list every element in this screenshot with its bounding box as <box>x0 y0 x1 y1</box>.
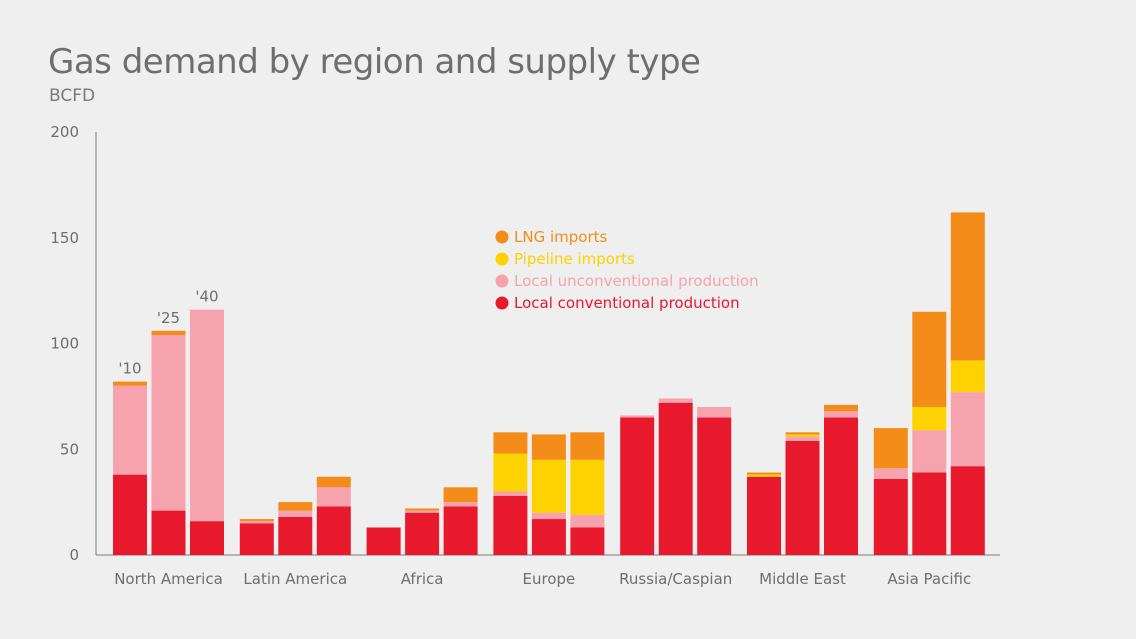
bar-segment <box>151 330 186 336</box>
bar-segment <box>443 487 478 503</box>
bar-segment <box>912 472 947 555</box>
category-label: Asia Pacific <box>887 570 971 588</box>
bar-segment <box>113 385 147 475</box>
bar-segment <box>531 512 566 520</box>
bar-segment <box>531 459 566 513</box>
chart-subtitle: BCFD <box>49 86 96 106</box>
bar-segment <box>493 432 528 454</box>
bar-segment <box>316 487 351 507</box>
bar-segment <box>151 335 186 511</box>
bar-segment <box>570 514 605 528</box>
y-tick-label: 200 <box>50 123 79 141</box>
category-label: Europe <box>523 570 576 588</box>
bar-segment <box>239 519 274 522</box>
bar-segment <box>531 519 566 555</box>
bar-segment <box>950 466 985 555</box>
legend-swatch <box>495 296 509 310</box>
bar-segment <box>113 474 147 555</box>
category-label: Middle East <box>759 570 846 588</box>
y-tick-label: 50 <box>60 440 79 458</box>
bar-segment <box>697 417 732 555</box>
bar-segment <box>658 398 693 403</box>
bar-segment <box>278 516 313 555</box>
year-labels: '10 '25 '40 <box>118 288 218 378</box>
bar-segment <box>570 527 605 555</box>
y-axis-ticks: 0 50 100 150 200 <box>50 123 79 564</box>
legend-label: Pipeline imports <box>514 250 635 268</box>
legend-label: Local conventional production <box>514 294 740 312</box>
bar-segment <box>151 510 186 555</box>
bar-segment <box>785 434 820 437</box>
bar-segment <box>190 521 224 555</box>
bar-segment <box>239 521 274 524</box>
bar-segment <box>190 309 224 522</box>
bar-segment <box>950 212 985 361</box>
category-label: Latin America <box>243 570 347 588</box>
year-label: '10 <box>118 360 141 378</box>
chart-title: Gas demand by region and supply type <box>48 42 701 82</box>
bar-segment <box>405 508 440 511</box>
bar-segment <box>278 502 313 511</box>
bar-segment <box>912 311 947 407</box>
bar-segment <box>316 506 351 555</box>
bar-segment <box>620 417 655 555</box>
bar-segment <box>570 459 605 515</box>
y-tick-label: 100 <box>50 335 79 353</box>
year-label: '40 <box>195 288 218 306</box>
category-label: Africa <box>401 570 444 588</box>
bar-segment <box>785 432 820 435</box>
bar-segment <box>443 502 478 507</box>
bar-segment <box>493 453 528 492</box>
legend-swatch <box>495 252 509 266</box>
bar-segment <box>747 474 781 477</box>
bar-segment <box>113 381 147 386</box>
bar-segment <box>747 476 781 555</box>
bar-segment <box>873 468 908 479</box>
legend: LNG imports Pipeline imports Local unconve… <box>495 228 759 312</box>
bar-segment <box>873 478 908 555</box>
y-tick-label: 150 <box>50 229 79 247</box>
bar-segment <box>443 506 478 555</box>
legend-label: Local unconventional production <box>514 272 759 290</box>
bar-segment <box>366 527 401 555</box>
category-labels: North America Latin America Africa Europe Ru… <box>114 570 971 588</box>
bar-segment <box>824 411 858 418</box>
bar-segment <box>785 440 820 555</box>
bar-segment <box>405 512 440 555</box>
bar-segment <box>950 392 985 467</box>
bar-segment <box>747 472 781 475</box>
bar-segment <box>697 406 732 418</box>
legend-label: LNG imports <box>514 228 607 246</box>
legend-swatch <box>495 274 509 288</box>
bar-segment <box>912 430 947 473</box>
bars <box>113 212 985 555</box>
y-tick-label: 0 <box>69 546 79 564</box>
category-label: North America <box>114 570 223 588</box>
bar-segment <box>950 360 985 393</box>
bar-segment <box>912 406 947 431</box>
bar-segment <box>239 523 274 555</box>
bar-segment <box>493 491 528 496</box>
bar-segment <box>531 434 566 460</box>
bar-segment <box>570 432 605 460</box>
bar-segment <box>824 417 858 555</box>
bar-segment <box>493 495 528 555</box>
bar-segment <box>405 510 440 513</box>
bar-segment <box>620 415 655 418</box>
legend-swatch <box>495 230 509 244</box>
year-label: '25 <box>157 309 180 327</box>
bar-segment <box>316 476 351 488</box>
bar-segment <box>278 510 313 517</box>
bar-segment <box>658 402 693 555</box>
bar-segment <box>824 404 858 412</box>
bar-segment <box>785 436 820 441</box>
category-label: Russia/Caspian <box>619 570 732 588</box>
bar-segment <box>873 428 908 469</box>
